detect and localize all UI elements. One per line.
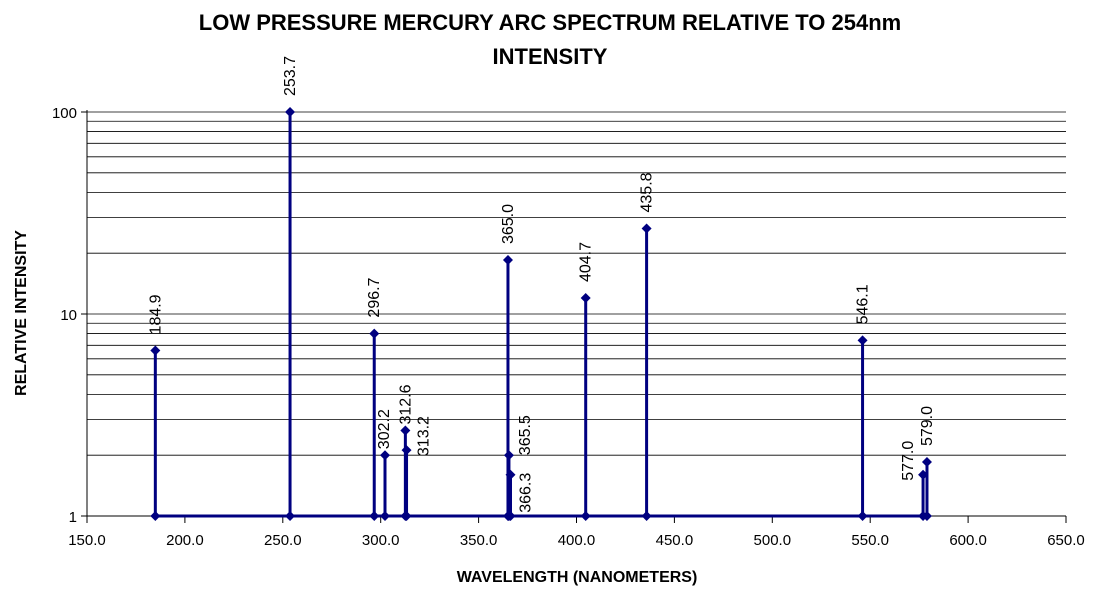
peak-marker [401, 445, 412, 456]
wavelength-label: 365.5 [517, 415, 534, 455]
y-axis-label: RELATIVE INTENSITY [13, 230, 30, 396]
peak-marker [285, 107, 296, 117]
x-tick-label: 500.0 [754, 532, 792, 549]
x-tick-label: 250.0 [264, 532, 302, 549]
base-marker [369, 511, 380, 521]
x-tick-label: 200.0 [166, 532, 204, 549]
chart-subtitle: INTENSITY [492, 44, 608, 69]
peak-marker [918, 469, 929, 480]
wavelength-label: 365.0 [500, 204, 517, 244]
y-ticks: 1 10 100 [52, 105, 87, 526]
peak-marker [641, 223, 652, 234]
spectral-markers [150, 107, 932, 521]
base-marker [580, 511, 591, 521]
x-tick-label: 650.0 [1047, 532, 1085, 549]
wavelength-label: 302.2 [376, 409, 393, 449]
peak-marker [857, 335, 868, 346]
x-tick-label: 600.0 [949, 532, 987, 549]
wavelength-label: 312.6 [397, 384, 414, 424]
wavelength-label: 435.8 [639, 172, 656, 212]
x-tick-label: 550.0 [851, 532, 889, 549]
wavelength-label: 296.7 [366, 277, 383, 317]
wavelength-label: 577.0 [900, 441, 917, 481]
wavelength-label: 313.2 [416, 416, 433, 456]
base-marker [921, 511, 932, 521]
wavelength-label: 253.7 [282, 56, 299, 96]
peak-marker [502, 255, 513, 266]
wavelength-label: 579.0 [919, 406, 936, 446]
peak-marker [150, 345, 161, 356]
base-marker [285, 511, 296, 521]
wavelength-label: 546.1 [855, 284, 872, 324]
peak-marker [369, 328, 380, 339]
x-tick-label: 400.0 [558, 532, 596, 549]
peak-marker [921, 457, 932, 468]
x-tick-label: 300.0 [362, 532, 400, 549]
wavelength-label: 366.3 [518, 473, 535, 513]
x-tick-label: 150.0 [68, 532, 106, 549]
peak-marker [580, 293, 591, 304]
wavelength-label: 184.9 [147, 294, 164, 334]
x-axis-label: WAVELENGTH (NANOMETERS) [457, 569, 698, 586]
peak-marker [380, 450, 391, 461]
peak-marker [503, 450, 514, 461]
x-tick-label: 350.0 [460, 532, 498, 549]
base-marker [401, 511, 412, 521]
peak-marker [505, 469, 516, 480]
y-tick-label: 100 [52, 105, 77, 122]
gridlines [87, 111, 1066, 456]
base-marker [380, 511, 391, 521]
base-marker [505, 511, 516, 521]
y-tick-label: 10 [60, 307, 77, 324]
wavelength-label: 404.7 [578, 242, 595, 282]
base-marker [150, 511, 161, 521]
base-marker [641, 511, 652, 521]
base-marker [857, 511, 868, 521]
spectral-stems [153, 112, 929, 518]
x-ticks: 150.0 200.0 250.0 300.0 350.0 400.0 450.0 500.0… [68, 516, 1085, 549]
x-tick-label: 450.0 [656, 532, 694, 549]
chart-title: LOW PRESSURE MERCURY ARC SPECTRUM RELATI… [198, 10, 902, 35]
y-tick-label: 1 [69, 509, 77, 526]
peak-marker [400, 425, 411, 436]
